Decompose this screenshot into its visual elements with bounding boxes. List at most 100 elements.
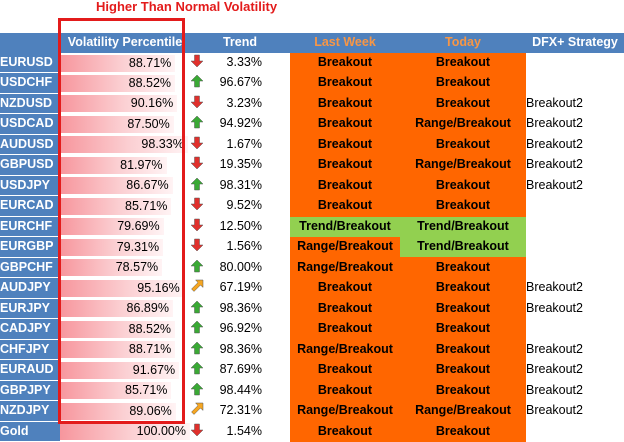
dfx-strategy-cell: Breakout2 (526, 116, 583, 131)
volatility-value: 85.71% (125, 383, 168, 398)
dfx-strategy-cell (526, 196, 624, 217)
pair-label: NZDUSD (0, 93, 60, 114)
today-cell: Breakout (400, 93, 526, 114)
volatility-cell: 88.71% (60, 339, 190, 360)
volatility-value: 88.71% (128, 342, 172, 357)
pair-label: NZDJPY (0, 400, 60, 422)
volatility-cell: 89.06% (60, 401, 190, 422)
dfx-strategy-cell (526, 421, 624, 442)
last-week-cell: Breakout (290, 318, 400, 340)
dfx-strategy-cell: Breakout2 (526, 382, 583, 397)
today-cell: Range/Breakout (400, 154, 526, 176)
volatility-value: 85.71% (125, 198, 168, 213)
dfx-strategy-cell (526, 237, 624, 258)
dfx-strategy-cell: Breakout2 (526, 300, 583, 315)
volatility-value: 81.97% (120, 157, 163, 172)
dfx-strategy-cell (526, 257, 624, 278)
pair-label: EURCAD (0, 195, 60, 217)
trend-cell: 1.54% (190, 421, 290, 442)
volatility-bar: 79.31% (60, 238, 164, 256)
table-row: NZDJPY 89.06% 72.31% Range/Breakout Range/Br… (0, 400, 624, 422)
volatility-value: 90.16% (130, 96, 174, 111)
today-cell: Breakout (400, 134, 526, 155)
arrow-up-icon (190, 320, 204, 334)
trend-value: 3.23% (226, 95, 262, 110)
pair-label: EURJPY (0, 298, 60, 319)
dfx-strategy-cell: Breakout2 (526, 157, 583, 172)
table-row: EURGBP 79.31% 1.56% Range/Breakout Trend/Bre… (0, 236, 624, 258)
volatility-bar: 87.50% (60, 115, 174, 133)
trend-value: 12.50% (219, 218, 262, 233)
trend-cell: 98.36% (190, 339, 290, 360)
today-cell: Breakout (400, 277, 526, 299)
arrow-down-icon (190, 95, 204, 109)
trend-value: 9.52% (226, 198, 262, 213)
volatility-cell: 91.67% (60, 360, 190, 381)
trend-cell: 98.36% (190, 298, 290, 319)
trend-value: 87.69% (219, 362, 262, 377)
pair-label: AUDUSD (0, 134, 60, 155)
volatility-cell: 87.50% (60, 114, 190, 135)
trend-value: 72.31% (219, 403, 262, 418)
table-row: EURCAD 85.71% 9.52% Breakout Breakout (0, 195, 624, 217)
trend-cell: 98.31% (190, 175, 290, 196)
volatility-bar: 98.33% (60, 136, 188, 154)
arrow-up-right-icon (190, 279, 204, 293)
pair-label: Gold (0, 421, 60, 442)
volatility-cell: 85.71% (60, 196, 190, 217)
trend-cell: 3.33% (190, 53, 290, 73)
dfx-strategy-cell (526, 319, 624, 340)
last-week-cell: Breakout (290, 154, 400, 176)
trend-cell: 98.44% (190, 380, 290, 401)
header-row: Volatility Percentile Trend Last Week To… (0, 33, 624, 53)
last-week-cell: Breakout (290, 421, 400, 442)
trend-cell: 3.23% (190, 93, 290, 114)
last-week-cell: Breakout (290, 113, 400, 135)
volatility-bar: 88.52% (60, 74, 176, 92)
dfx-strategy-cell (526, 73, 624, 94)
arrow-down-icon (190, 136, 204, 150)
pair-label: AUDJPY (0, 277, 60, 299)
pair-label: GBPCHF (0, 257, 60, 278)
trend-value: 98.36% (219, 300, 262, 315)
header-today: Today (400, 33, 526, 53)
dfx-strategy-cell: Breakout2 (526, 177, 583, 192)
today-cell: Breakout (400, 359, 526, 381)
table-row: AUDJPY 95.16% 67.19% Breakout Breakout Breako… (0, 277, 624, 299)
volatility-table: Volatility Percentile Trend Last Week To… (0, 33, 624, 442)
pair-label: EURCHF (0, 216, 60, 237)
volatility-value: 88.71% (128, 55, 172, 70)
volatility-bar: 78.57% (60, 259, 163, 277)
volatility-cell: 79.31% (60, 237, 190, 258)
volatility-cell: 88.71% (60, 53, 190, 73)
trend-value: 94.92% (219, 116, 262, 131)
table-row: CADJPY 88.52% 96.92% Breakout Breakout (0, 318, 624, 340)
volatility-bar: 100.00% (60, 423, 190, 441)
arrow-up-icon (190, 74, 204, 88)
arrow-down-icon (190, 54, 204, 68)
volatility-value: 91.67% (132, 362, 176, 377)
trend-value: 1.67% (226, 136, 262, 151)
header-last-week: Last Week (290, 33, 400, 53)
last-week-cell: Range/Breakout (290, 339, 400, 360)
volatility-value: 78.57% (115, 260, 159, 275)
pair-label: USDJPY (0, 175, 60, 196)
last-week-cell: Breakout (290, 134, 400, 155)
table-row: AUDUSD 98.33% 1.67% Breakout Breakout Breakou… (0, 134, 624, 155)
trend-cell: 72.31% (190, 401, 290, 422)
trend-value: 96.67% (219, 75, 262, 90)
dfx-strategy-cell: Breakout2 (526, 136, 583, 151)
volatility-value: 87.50% (127, 116, 170, 131)
table-row: USDCAD 87.50% 94.92% Breakout Range/Breakout… (0, 113, 624, 135)
trend-cell: 9.52% (190, 196, 290, 217)
last-week-cell: Trend/Breakout (290, 216, 400, 237)
volatility-cell: 98.33% (60, 134, 190, 155)
trend-value: 80.00% (219, 259, 262, 274)
last-week-cell: Breakout (290, 52, 400, 73)
last-week-cell: Breakout (290, 298, 400, 319)
volatility-cell: 88.52% (60, 73, 190, 94)
last-week-cell: Range/Breakout (290, 236, 400, 258)
volatility-bar: 88.71% (60, 341, 176, 359)
trend-cell: 1.67% (190, 134, 290, 155)
volatility-bar: 85.71% (60, 197, 172, 215)
